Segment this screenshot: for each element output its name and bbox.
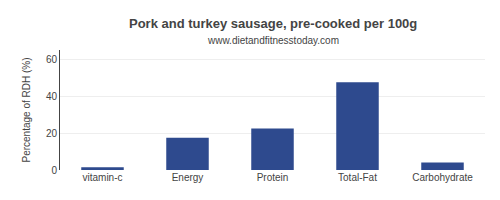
svg-text:www.dietandfitnesstoday.com: www.dietandfitnesstoday.com xyxy=(207,35,339,46)
svg-text:20: 20 xyxy=(46,128,58,139)
svg-text:Percentage of RDH (%): Percentage of RDH (%) xyxy=(21,57,32,162)
svg-text:Carbohydrate: Carbohydrate xyxy=(412,172,473,183)
svg-text:40: 40 xyxy=(46,91,58,102)
svg-text:vitamin-c: vitamin-c xyxy=(82,172,122,183)
svg-text:60: 60 xyxy=(46,54,58,65)
svg-text:0: 0 xyxy=(51,165,57,176)
svg-text:Pork and turkey sausage, pre-c: Pork and turkey sausage, pre-cooked per … xyxy=(129,16,417,31)
svg-text:Energy: Energy xyxy=(172,172,204,183)
svg-text:Protein: Protein xyxy=(257,172,289,183)
svg-text:Total-Fat: Total-Fat xyxy=(338,172,377,183)
